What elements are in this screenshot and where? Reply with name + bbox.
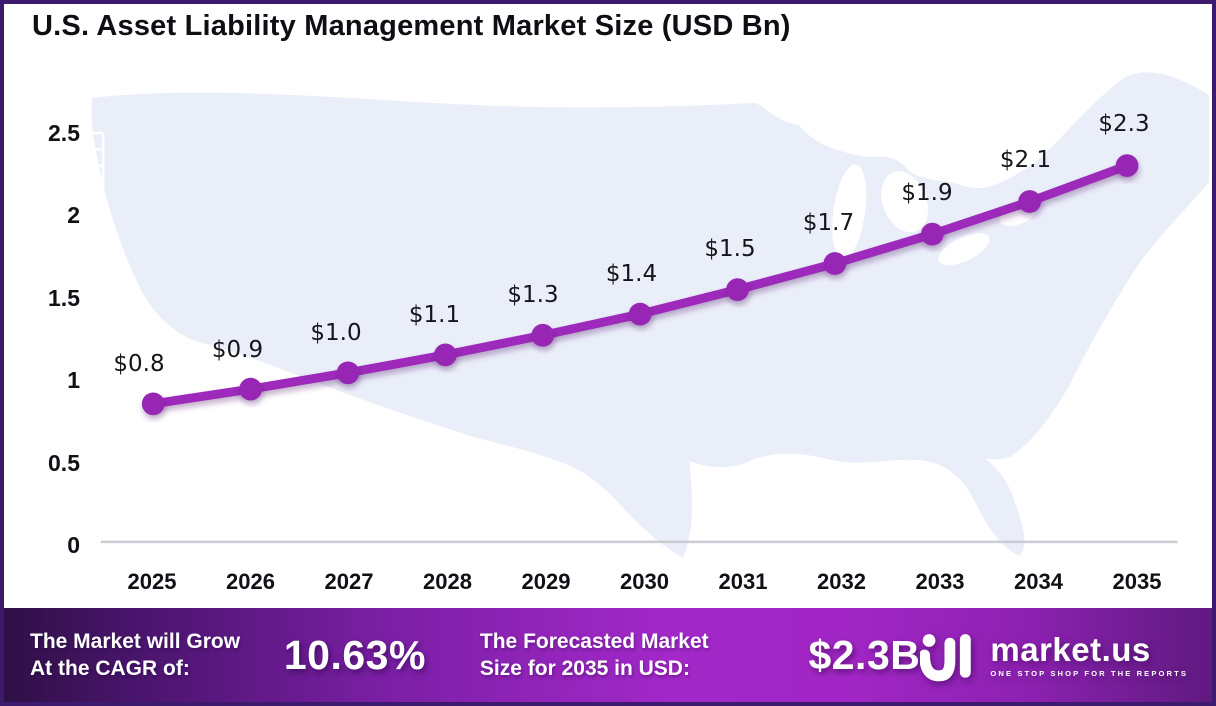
data-label: $1.9 xyxy=(901,179,953,206)
data-label: $0.8 xyxy=(113,351,165,378)
footer-banner: The Market will Grow At the CAGR of: 10.… xyxy=(4,608,1212,702)
market-us-logo: market.us ONE STOP SHOP FOR THE REPORTS xyxy=(920,628,1188,682)
market-us-logo-wordmark: market.us ONE STOP SHOP FOR THE REPORTS xyxy=(990,633,1188,678)
y-tick-label: 0 xyxy=(67,532,80,558)
y-tick-label: 2.5 xyxy=(48,119,80,146)
chart-title: U.S. Asset Liability Management Market S… xyxy=(32,10,791,42)
data-point xyxy=(239,377,262,401)
data-label: $2.3 xyxy=(1098,110,1150,137)
data-label: $1.5 xyxy=(704,235,756,262)
x-tick-label: 2033 xyxy=(915,569,965,594)
logo-tagline: ONE STOP SHOP FOR THE REPORTS xyxy=(990,668,1188,678)
x-tick-label: 2032 xyxy=(817,569,866,594)
logo-text: market.us xyxy=(990,630,1151,668)
y-tick-label: 0.5 xyxy=(48,449,80,476)
data-point xyxy=(1018,190,1042,213)
data-label: $1.7 xyxy=(802,209,855,236)
data-label: $2.1 xyxy=(999,146,1052,173)
data-label: $1.3 xyxy=(507,282,559,309)
data-point xyxy=(628,302,652,326)
data-label: $1.0 xyxy=(310,320,362,347)
forecast-label: The Forecasted Market Size for 2035 in U… xyxy=(479,629,709,680)
data-point xyxy=(141,392,165,416)
cagr-label: The Market will Grow At the CAGR of: xyxy=(30,629,241,680)
data-point xyxy=(336,361,360,385)
data-point xyxy=(823,252,847,275)
forecast-value: $2.3B xyxy=(808,631,921,678)
data-point xyxy=(433,343,457,367)
x-tick-label: 2026 xyxy=(226,569,275,594)
cagr-value: 10.63% xyxy=(283,631,426,678)
x-tick-label: 2025 xyxy=(127,569,177,594)
y-tick-label: 2 xyxy=(67,202,80,228)
data-point xyxy=(726,278,749,301)
x-tick-label: 2027 xyxy=(324,569,374,594)
x-tick-label: 2031 xyxy=(718,569,768,594)
x-tick-label: 2034 xyxy=(1014,569,1063,594)
data-point xyxy=(920,222,944,246)
market-us-logo-icon xyxy=(920,634,972,682)
y-tick-label: 1.5 xyxy=(48,284,80,311)
y-tick-label: 1 xyxy=(67,367,80,393)
data-label: $1.1 xyxy=(408,301,461,328)
line-chart xyxy=(90,131,1178,544)
data-label: $1.4 xyxy=(605,260,658,287)
chart-area: 0 0.5 1 1.5 2 2.5 2025 2026 2027 2028 2029 2030 203… xyxy=(4,4,1212,702)
x-tick-label: 2030 xyxy=(620,569,669,594)
x-tick-label: 2035 xyxy=(1112,569,1162,594)
x-tick-label: 2029 xyxy=(521,569,571,594)
data-point xyxy=(1115,154,1139,178)
x-tick-label: 2028 xyxy=(423,569,472,594)
data-point xyxy=(531,323,555,347)
data-label: $0.9 xyxy=(211,336,264,363)
